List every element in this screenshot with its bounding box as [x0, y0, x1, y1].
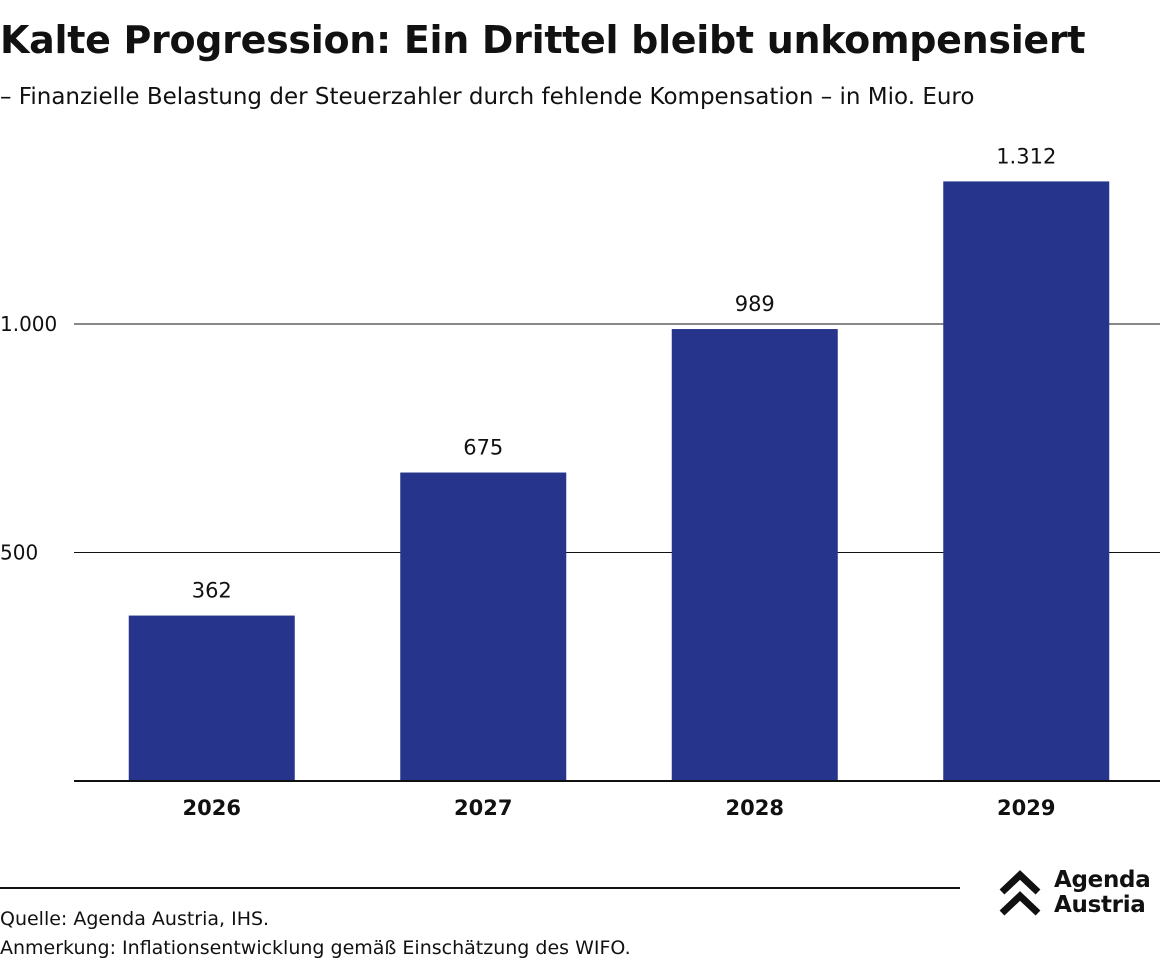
double-chevron-up-icon	[999, 870, 1041, 916]
x-tick-label: 2029	[997, 796, 1055, 820]
bar	[671, 329, 838, 781]
data-label: 1.312	[996, 144, 1056, 168]
data-label: 675	[463, 436, 503, 460]
source-text: Quelle: Agenda Austria, IHS.	[0, 908, 270, 930]
y-tick-label: 500	[0, 541, 38, 565]
data-label: 362	[192, 579, 232, 603]
y-tick-label: 1.000	[0, 312, 57, 336]
logo-line-2: Austria	[1054, 892, 1146, 918]
x-tick-label: 2027	[454, 796, 512, 820]
footer-divider	[0, 887, 960, 889]
chart-title: Kalte Progression: Ein Drittel bleibt un…	[0, 18, 1086, 62]
bar	[943, 181, 1110, 781]
bar	[400, 472, 567, 781]
chart-subtitle: – Finanzielle Belastung der Steuerzahler…	[0, 84, 975, 110]
x-tick-label: 2026	[183, 796, 241, 820]
data-label: 989	[735, 292, 775, 316]
x-tick-label: 2028	[726, 796, 784, 820]
bar-chart: 500 1.000 362 2026 675 2027 989 2028 1.312 2029	[0, 144, 1160, 820]
bar	[128, 615, 295, 781]
agenda-austria-logo: Agenda Austria	[998, 864, 1160, 922]
note-text: Anmerkung: Inflationsentwicklung gemäß E…	[0, 937, 631, 959]
logo-line-1: Agenda	[1054, 867, 1151, 893]
